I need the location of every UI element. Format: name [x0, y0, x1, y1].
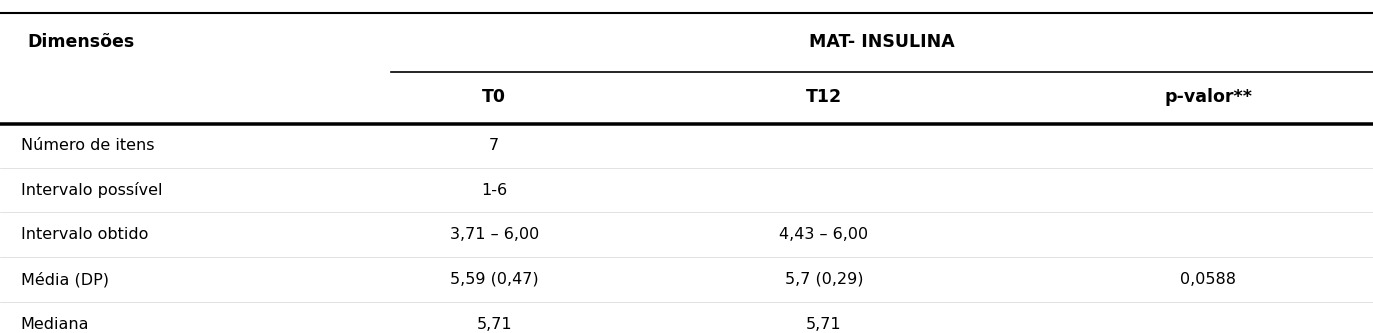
Text: 5,7 (0,29): 5,7 (0,29) [784, 272, 864, 287]
Text: 0,0588: 0,0588 [1181, 272, 1236, 287]
Text: MAT- INSULINA: MAT- INSULINA [809, 33, 956, 52]
Text: p-valor**: p-valor** [1164, 88, 1252, 107]
Text: Dimensões: Dimensões [27, 33, 135, 52]
Text: T12: T12 [806, 88, 842, 107]
Text: T0: T0 [482, 88, 507, 107]
Text: 7: 7 [489, 138, 500, 153]
Text: 5,71: 5,71 [806, 316, 842, 332]
Text: 3,71 – 6,00: 3,71 – 6,00 [449, 227, 540, 242]
Text: Número de itens: Número de itens [21, 138, 154, 153]
Text: Mediana: Mediana [21, 316, 89, 332]
Text: 5,59 (0,47): 5,59 (0,47) [450, 272, 538, 287]
Text: Média (DP): Média (DP) [21, 272, 108, 287]
Text: 4,43 – 6,00: 4,43 – 6,00 [780, 227, 868, 242]
Text: Intervalo possível: Intervalo possível [21, 182, 162, 198]
Text: 5,71: 5,71 [476, 316, 512, 332]
Text: Intervalo obtido: Intervalo obtido [21, 227, 148, 242]
Text: 1-6: 1-6 [481, 182, 508, 198]
